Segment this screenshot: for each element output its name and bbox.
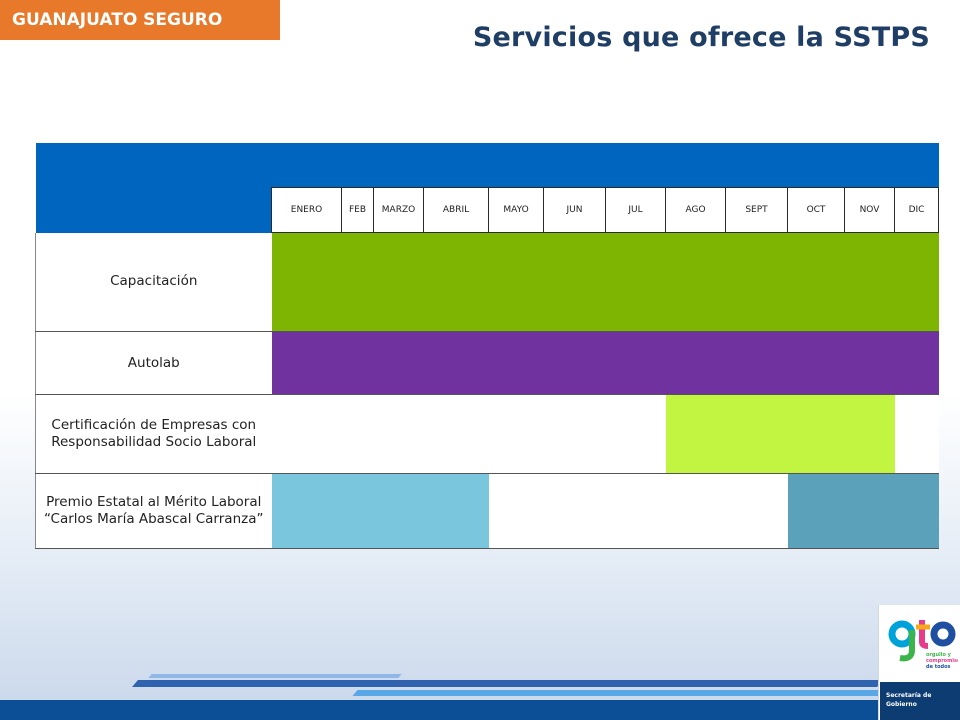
table-header-band (35, 143, 939, 188)
month-header: OCT (787, 187, 845, 233)
decorative-stripe (148, 674, 402, 678)
service-label: Premio Estatal al Mérito Laboral “Carlos… (35, 473, 272, 549)
month-header: MAYO (488, 187, 544, 233)
brand-badge: GUANAJUATO SEGURO (0, 0, 280, 40)
decorative-stripe (132, 680, 883, 687)
schedule-bar-capacitacion (271, 232, 939, 332)
month-header: SEPT (725, 187, 788, 233)
gto-logo: orgullo y compromiso de todos (888, 620, 958, 670)
schedule-empty (488, 473, 788, 549)
table-row: Autolab (35, 331, 939, 395)
table-row: Capacitación (35, 232, 939, 332)
schedule-empty (271, 394, 666, 474)
schedule-bar-certificacion (665, 394, 895, 474)
svg-text:compromiso: compromiso (926, 658, 958, 664)
page-title: Servicios que ofrece la SSTPS (472, 22, 930, 53)
footer-bar (0, 700, 880, 720)
org-label: Secretaría de Gobierno (880, 682, 960, 720)
month-header: ENERO (271, 187, 342, 233)
month-header: FEB (341, 187, 374, 233)
header-corner (35, 187, 272, 233)
service-label: Certificación de Empresas con Responsabi… (35, 394, 272, 474)
month-header: AGO (665, 187, 726, 233)
svg-text:de todos: de todos (926, 664, 951, 670)
table-row: Certificación de Empresas con Responsabi… (35, 394, 939, 474)
schedule-bar-premio-second (787, 473, 939, 549)
schedule-bar-premio-first (271, 473, 489, 549)
month-header: ABRIL (423, 187, 489, 233)
month-header: NOV (844, 187, 895, 233)
decorative-stripe (352, 690, 888, 696)
month-header: JUL (605, 187, 666, 233)
service-label: Capacitación (35, 232, 272, 332)
svg-text:orgullo y: orgullo y (926, 652, 952, 658)
month-header-row: ENERO FEB MARZO ABRIL MAYO JUN JUL AGO S… (35, 187, 939, 233)
month-header: DIC (894, 187, 939, 233)
schedule-bar-autolab (271, 331, 939, 395)
schedule-empty (894, 394, 939, 474)
table-row: Premio Estatal al Mérito Laboral “Carlos… (35, 473, 939, 549)
schedule-table: ENERO FEB MARZO ABRIL MAYO JUN JUL AGO S… (35, 143, 939, 549)
service-label: Autolab (35, 331, 272, 395)
month-header: JUN (543, 187, 606, 233)
month-header: MARZO (373, 187, 424, 233)
